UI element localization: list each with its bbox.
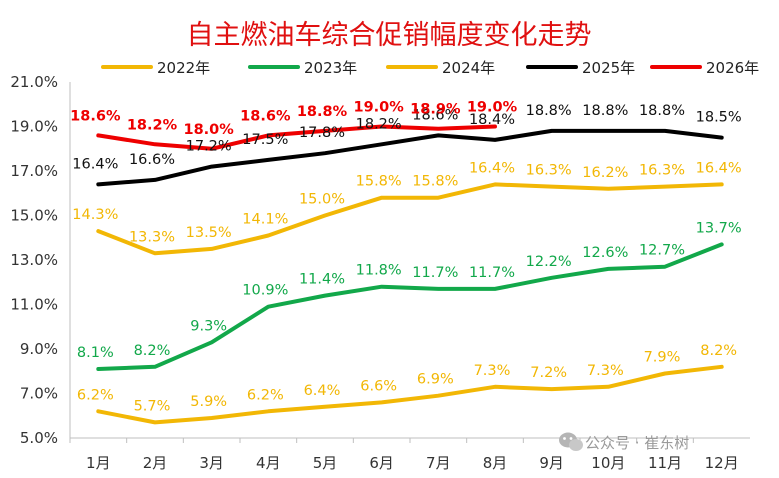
legend-label: 2022年	[157, 59, 210, 77]
series-line	[96, 182, 724, 256]
series-line	[96, 364, 724, 425]
data-label: 12.2%	[526, 254, 572, 270]
x-tick-label: 11月	[648, 454, 682, 472]
data-label: 17.8%	[299, 125, 345, 141]
watermark-text: 公众号 · 崔东树	[585, 434, 689, 452]
data-label: 7.3%	[474, 363, 511, 379]
data-label: 6.4%	[304, 383, 341, 399]
axes: 5.0% 7.0% 9.0% 11.0% 13.0% 15.0% 17.0% 19.0% 21.…	[10, 73, 750, 472]
x-tick-label: 6月	[369, 454, 394, 472]
data-label: 15.0%	[299, 192, 345, 208]
data-label: 11.7%	[412, 265, 458, 281]
series-line	[96, 242, 724, 371]
data-label: 8.2%	[134, 343, 171, 359]
data-label: 6.6%	[360, 378, 397, 394]
data-label: 8.2%	[700, 343, 737, 359]
x-tick-label: 10月	[591, 454, 625, 472]
data-label: 13.5%	[186, 225, 232, 241]
data-label: 7.9%	[644, 349, 681, 365]
data-label: 10.9%	[242, 283, 288, 299]
y-tick-label: 13.0%	[10, 251, 58, 269]
data-label: 19.0%	[354, 100, 405, 116]
x-tick-label: 7月	[426, 454, 451, 472]
y-tick-label: 7.0%	[20, 385, 58, 403]
series-line	[96, 128, 724, 187]
data-label: 18.6%	[412, 107, 458, 123]
data-label: 13.7%	[696, 220, 742, 236]
data-label: 14.3%	[72, 207, 118, 223]
data-label: 7.2%	[530, 365, 567, 381]
data-label: 6.9%	[417, 372, 454, 388]
data-label: 14.1%	[242, 212, 288, 228]
legend-label: 2024年	[442, 59, 495, 77]
data-label: 16.3%	[526, 163, 572, 179]
y-tick-label: 19.0%	[10, 118, 58, 136]
series-lines	[96, 124, 724, 425]
y-tick-label: 15.0%	[10, 207, 58, 225]
data-label: 5.7%	[134, 398, 171, 414]
data-label: 18.2%	[127, 117, 178, 133]
data-label: 11.7%	[469, 265, 515, 281]
data-label: 17.5%	[242, 132, 288, 148]
x-tick-label: 4月	[256, 454, 281, 472]
data-label: 18.6%	[70, 108, 121, 124]
data-label: 15.8%	[412, 174, 458, 190]
data-label: 16.4%	[696, 160, 742, 176]
data-label: 11.4%	[299, 272, 345, 288]
series-line	[96, 124, 497, 151]
x-tick-label: 5月	[313, 454, 338, 472]
y-tick-label: 11.0%	[10, 296, 58, 314]
data-label: 16.6%	[129, 152, 175, 168]
data-label: 16.2%	[582, 165, 628, 181]
legend: 2022年 2023年 2024年 2025年 2026年	[101, 59, 759, 77]
data-label: 13.3%	[129, 229, 175, 245]
data-label: 12.7%	[639, 243, 685, 259]
x-tick-label: 1月	[86, 454, 111, 472]
data-label: 12.6%	[582, 245, 628, 261]
y-tick-label: 5.0%	[20, 429, 58, 447]
data-label: 18.8%	[582, 103, 628, 119]
data-label: 18.5%	[696, 110, 742, 126]
legend-label: 2026年	[706, 59, 759, 77]
data-label: 18.0%	[184, 122, 235, 138]
data-label: 8.1%	[77, 345, 114, 361]
chart-title: 自主燃油车综合促销幅度变化走势	[187, 20, 592, 51]
data-label: 6.2%	[77, 387, 114, 403]
data-label: 5.9%	[190, 394, 227, 410]
data-labels: 6.2% 5.7% 5.9% 6.2% 6.4% 6.6% 6.9% 7.3% 7.2% 7.3%…	[70, 100, 742, 415]
y-tick-label: 17.0%	[10, 162, 58, 180]
data-label: 15.8%	[356, 174, 402, 190]
data-label: 16.4%	[469, 160, 515, 176]
data-label: 7.3%	[587, 363, 624, 379]
x-tick-label: 8月	[483, 454, 508, 472]
x-tick-label: 3月	[199, 454, 224, 472]
data-label: 18.8%	[639, 103, 685, 119]
wechat-icon	[559, 432, 583, 451]
x-tick-label: 2月	[143, 454, 168, 472]
y-tick-label: 9.0%	[20, 340, 58, 358]
x-tick-label: 9月	[539, 454, 564, 472]
data-label: 18.8%	[297, 104, 348, 120]
data-label: 18.8%	[526, 103, 572, 119]
data-label: 18.4%	[469, 112, 515, 128]
data-label: 6.2%	[247, 387, 284, 403]
data-label: 18.6%	[240, 108, 291, 124]
data-label: 9.3%	[190, 318, 227, 334]
legend-label: 2025年	[582, 59, 635, 77]
data-label: 16.3%	[639, 163, 685, 179]
watermark: 公众号 · 崔东树	[559, 432, 689, 452]
legend-label: 2023年	[304, 59, 357, 77]
data-label: 19.0%	[467, 100, 518, 116]
data-label: 16.4%	[72, 156, 118, 172]
data-label: 17.2%	[186, 139, 232, 155]
data-label: 11.8%	[356, 263, 402, 279]
data-label: 18.9%	[410, 102, 461, 118]
y-tick-label: 21.0%	[10, 73, 58, 91]
x-tick-label: 12月	[705, 454, 739, 472]
data-label: 18.2%	[356, 116, 402, 132]
